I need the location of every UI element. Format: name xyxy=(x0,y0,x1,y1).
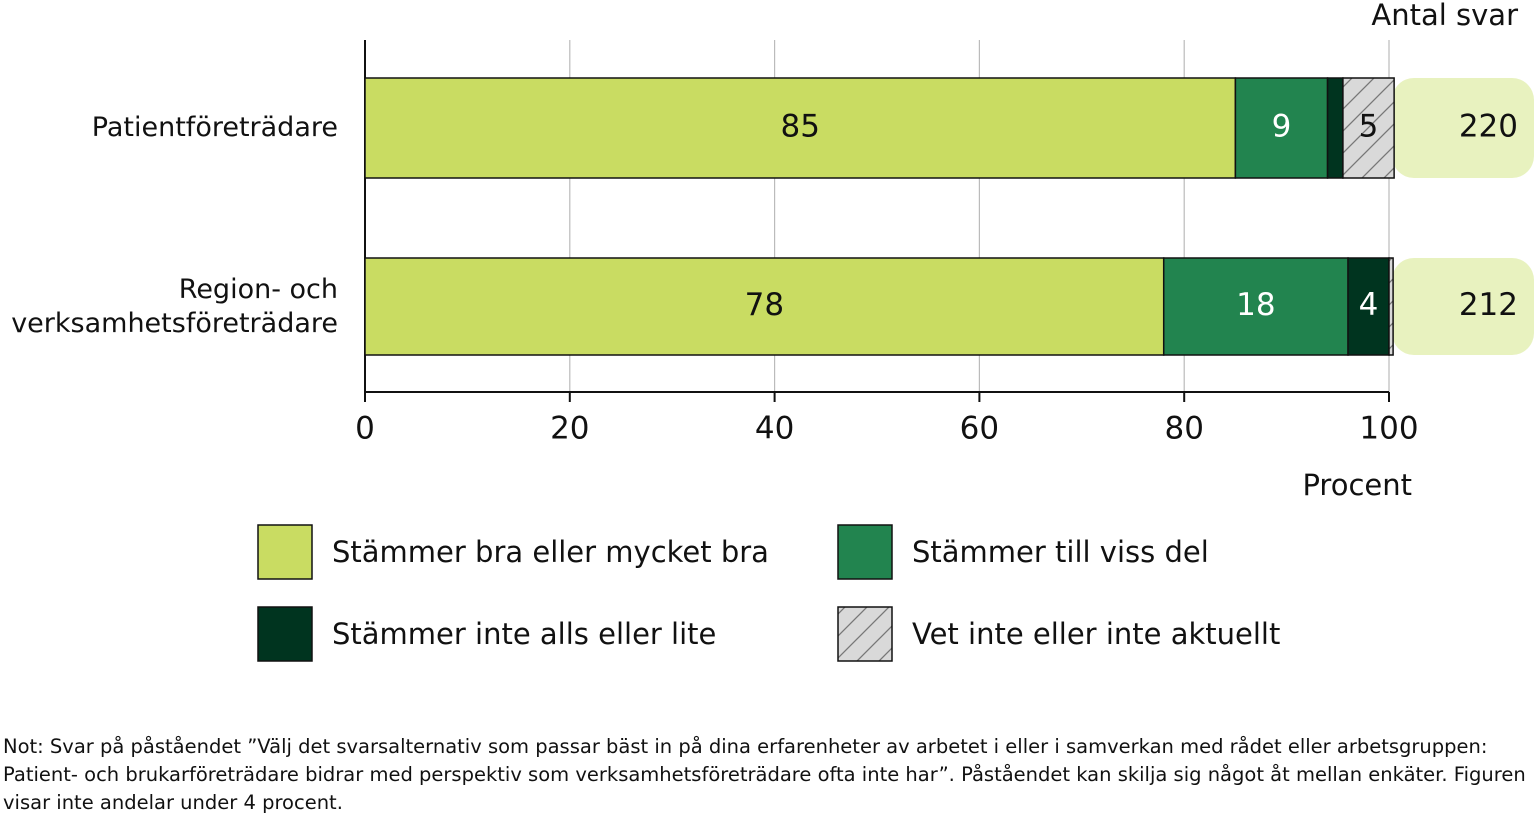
bar-segment xyxy=(1342,77,1395,179)
data-label: 9 xyxy=(1272,109,1292,145)
bar-segment xyxy=(1234,77,1329,179)
x-axis-label: Procent xyxy=(1302,468,1412,502)
x-tick-label: 100 xyxy=(1359,411,1418,447)
category-label: Region- och verksamhetsföreträdare xyxy=(11,273,338,339)
count-label: 212 xyxy=(1459,287,1518,323)
legend-label: Stämmer till viss del xyxy=(912,535,1209,569)
x-tick-label: 80 xyxy=(1164,411,1203,447)
x-tick-label: 0 xyxy=(355,411,375,447)
count-box xyxy=(1392,258,1534,355)
x-tick-label: 60 xyxy=(960,411,999,447)
bar-segment xyxy=(1162,257,1349,356)
legend-swatch xyxy=(837,606,893,662)
category-label: Patientföreträdare xyxy=(91,112,338,143)
column-title: Antal svar xyxy=(1371,0,1518,32)
bar-segment xyxy=(364,257,1165,356)
data-label: 5 xyxy=(1359,109,1379,145)
bar-segment xyxy=(364,77,1237,179)
data-label: 85 xyxy=(780,109,819,145)
bar-segment xyxy=(1326,77,1344,179)
legend-swatch xyxy=(257,524,313,580)
count-label: 220 xyxy=(1459,109,1518,145)
count-box xyxy=(1392,78,1534,178)
legend-swatch xyxy=(257,606,313,662)
legend-label: Stämmer inte alls eller lite xyxy=(332,617,716,651)
legend-label: Vet inte eller inte aktuellt xyxy=(912,617,1280,651)
data-label: 4 xyxy=(1359,287,1379,323)
data-label: 78 xyxy=(745,287,784,323)
bar-segment xyxy=(1347,257,1390,356)
legend-label: Stämmer bra eller mycket bra xyxy=(332,535,769,569)
note: Not: Svar på påståendet ”Välj det svarsa… xyxy=(3,735,1526,814)
x-tick-label: 40 xyxy=(755,411,794,447)
x-tick-label: 20 xyxy=(550,411,589,447)
data-label: 18 xyxy=(1236,287,1275,323)
bar-segment xyxy=(1388,257,1394,356)
legend-swatch xyxy=(837,524,893,580)
